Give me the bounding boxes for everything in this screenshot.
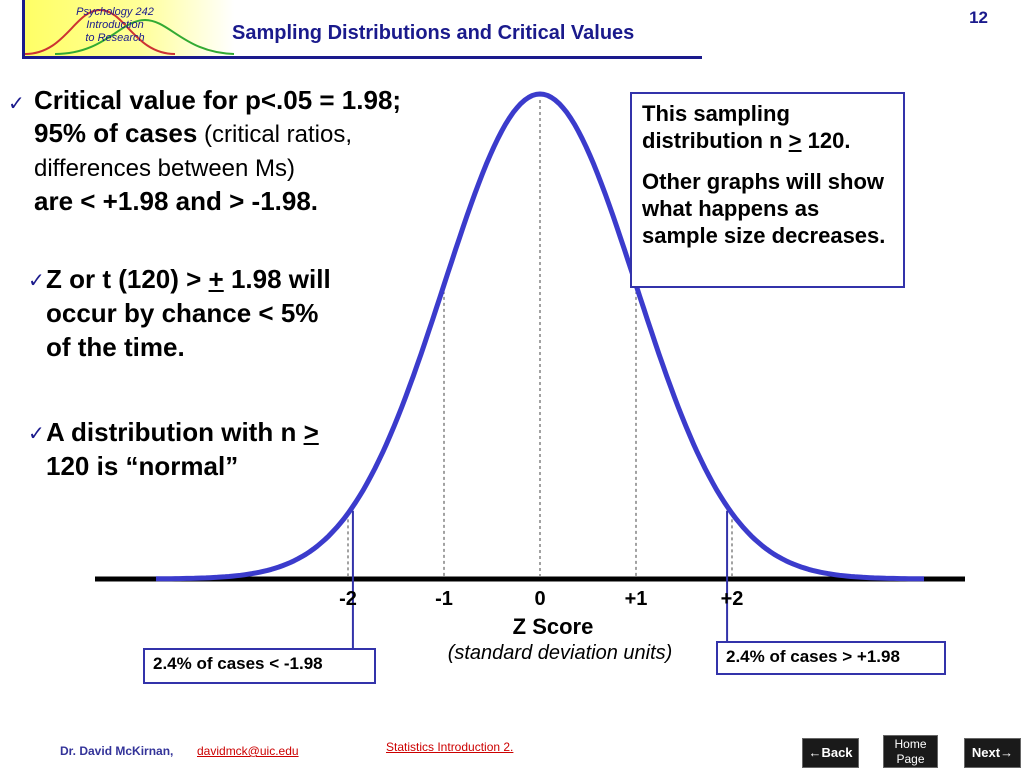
sub-bullet-text: Z or t (120) > + 1.98 will occur by chan… <box>46 262 346 364</box>
normal-curve-line <box>156 91 924 582</box>
footer-author: Dr. David McKirnan, <box>60 744 174 758</box>
sub-bullet-part: Z or t (120) > <box>46 264 209 294</box>
main-bullet-part3: are < +1.98 and > -1.98. <box>34 186 319 216</box>
home-label: Page <box>896 752 925 766</box>
info-paragraph: Other graphs will show what happens as s… <box>642 169 886 248</box>
x-axis-title: Z Score <box>512 614 594 639</box>
header-divider <box>22 56 702 59</box>
logo-line: Introduction <box>86 19 144 31</box>
logo-text: Psychology 242 Introduction to Research <box>65 6 165 45</box>
check-icon: ✓ <box>28 423 45 445</box>
sub-bullet-part: A distribution with n <box>46 417 304 447</box>
main-bullet-part2: (critical ratios, differences between Ms… <box>34 121 353 182</box>
slide-number: 12 <box>969 8 988 27</box>
logo-line: to Research <box>85 32 145 44</box>
home-label: Home <box>894 737 927 751</box>
slide-title: Sampling Distributions and Critical Valu… <box>232 22 635 44</box>
x-axis-subtitle: (standard deviation units) <box>447 642 673 664</box>
main-bullet-text: Critical value for p<.05 = 1.98; 95% of … <box>34 84 444 218</box>
x-tick-label: -1 <box>435 588 453 610</box>
info-text: This sampling distribution n <box>642 101 790 153</box>
sub-bullet-part: 120 is “normal” <box>46 451 239 481</box>
x-tick-label: -2 <box>339 588 357 610</box>
home-page-button[interactable]: Home Page <box>883 735 938 768</box>
check-icon: ✓ <box>8 93 25 115</box>
info-box: This sampling distribution n > 120. Othe… <box>630 92 905 288</box>
x-tick-label: +2 <box>720 588 744 610</box>
footer-email-link[interactable]: davidmck@uic.edu <box>197 744 299 758</box>
x-tick-label: +1 <box>624 588 648 610</box>
info-text: 120. <box>801 128 851 153</box>
sub-bullet-text: A distribution with n > 120 is “normal” <box>46 415 346 483</box>
sub-bullet-part: + <box>208 264 224 294</box>
check-icon: ✓ <box>28 270 45 292</box>
back-button[interactable]: ←Back <box>802 738 859 768</box>
logo-line: Psychology 242 <box>76 6 154 18</box>
x-tick-label: 0 <box>534 588 546 610</box>
info-text: > <box>788 128 802 153</box>
info-paragraph: This sampling distribution n > 120. <box>642 100 893 154</box>
course-logo: Psychology 242 Introduction to Research <box>22 0 234 56</box>
left-tail-label: 2.4% of cases < -1.98 <box>143 648 376 684</box>
logo-curves-icon <box>25 8 234 55</box>
footer-section-link[interactable]: Statistics Introduction 2. <box>386 740 514 754</box>
next-button[interactable]: Next→ <box>964 738 1021 768</box>
sub-bullet-part: 1.98 will occur by chance < 5% of the ti… <box>46 264 331 362</box>
right-tail-label: 2.4% of cases > +1.98 <box>716 641 946 675</box>
main-bullet-part1: Critical value for p<.05 = 1.98; 95% of … <box>34 85 402 148</box>
sub-bullet-part: > <box>303 417 319 447</box>
